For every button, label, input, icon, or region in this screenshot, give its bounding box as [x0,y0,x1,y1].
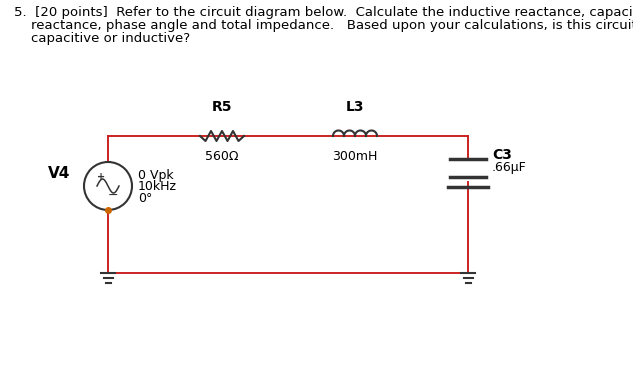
Text: V4: V4 [47,166,70,181]
Text: L3: L3 [346,100,364,114]
Text: 560Ω: 560Ω [205,150,239,163]
Text: C3: C3 [492,148,512,162]
Text: 0 Vpk: 0 Vpk [138,170,173,182]
Text: −: − [108,189,118,202]
Text: 0°: 0° [138,192,153,205]
Text: 300mH: 300mH [332,150,378,163]
Text: R5: R5 [212,100,232,114]
Text: +: + [97,172,105,182]
Text: .66μF: .66μF [492,162,527,174]
Text: capacitive or inductive?: capacitive or inductive? [14,32,190,45]
Text: reactance, phase angle and total impedance.   Based upon your calculations, is t: reactance, phase angle and total impedan… [14,19,633,32]
Text: 5.  [20 points]  Refer to the circuit diagram below.  Calculate the inductive re: 5. [20 points] Refer to the circuit diag… [14,6,633,19]
Text: 10kHz: 10kHz [138,181,177,194]
